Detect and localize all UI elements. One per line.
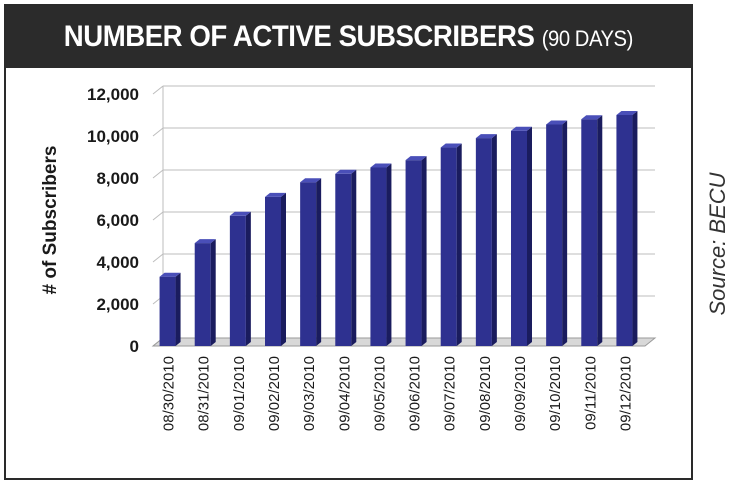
bar-top xyxy=(370,163,392,168)
bar xyxy=(616,115,633,346)
bar-top xyxy=(440,143,462,148)
chart-floor xyxy=(151,337,657,347)
bar xyxy=(159,276,176,346)
bar xyxy=(370,167,387,346)
bar-side xyxy=(491,134,497,346)
bar xyxy=(300,182,317,346)
chart-subtitle: (90 DAYS) xyxy=(541,26,634,51)
x-tick-label: 09/06/2010 xyxy=(407,356,424,431)
y-tick-label: 6,000 xyxy=(96,211,139,230)
bar-top xyxy=(265,192,286,197)
x-tick-label: 09/10/2010 xyxy=(547,356,564,431)
x-tick-label: 09/03/2010 xyxy=(301,356,318,431)
bar xyxy=(546,124,563,346)
chart-frame: NUMBER OF ACTIVE SUBSCRIBERS (90 DAYS) xyxy=(4,4,693,480)
x-tick-label: 09/01/2010 xyxy=(231,356,248,431)
gridline-depth xyxy=(152,127,164,137)
chart-title: NUMBER OF ACTIVE SUBSCRIBERS (90 DAYS) xyxy=(63,20,634,54)
bar xyxy=(335,173,352,346)
gridline-depth xyxy=(152,211,164,221)
bar-side xyxy=(456,143,462,346)
bar-side xyxy=(316,178,322,346)
bar-top xyxy=(475,134,497,139)
gridline-depth xyxy=(152,85,164,95)
bar-side xyxy=(245,211,251,346)
y-tick-label: 12,000 xyxy=(87,85,139,104)
x-tick-label: 08/30/2010 xyxy=(161,356,178,431)
bar-chart: 0 2,000 4,000 6,000 8,000 10,000 12,000 # of Su… xyxy=(40,85,657,431)
bar xyxy=(475,138,492,346)
title-bar: NUMBER OF ACTIVE SUBSCRIBERS (90 DAYS) xyxy=(6,6,691,68)
x-tick-label: 09/11/2010 xyxy=(582,356,599,430)
bar-side xyxy=(527,126,532,346)
bar-top xyxy=(300,178,322,183)
x-tick-label: 08/31/2010 xyxy=(196,356,213,431)
x-tick-label: 09/07/2010 xyxy=(442,356,459,431)
y-axis-title: # of Subscribers xyxy=(40,146,61,295)
y-tick-label: 8,000 xyxy=(96,169,139,188)
source-text: Source: BECU xyxy=(705,172,730,316)
bar-top xyxy=(511,126,532,131)
bar-side xyxy=(386,163,392,346)
bar xyxy=(194,243,211,346)
bar xyxy=(581,119,598,346)
x-tick-label: 09/09/2010 xyxy=(512,356,529,431)
bar-side xyxy=(632,111,638,346)
source-note: Source: BECU xyxy=(700,0,736,488)
bar-side xyxy=(351,169,357,346)
bar-top xyxy=(335,169,357,174)
bar-side xyxy=(281,192,286,346)
y-tick-label: 0 xyxy=(130,337,139,356)
x-tick-label: 09/02/2010 xyxy=(266,356,283,431)
x-tick-label: 09/08/2010 xyxy=(477,356,494,431)
bar-side xyxy=(597,115,603,346)
bar-top xyxy=(159,272,181,277)
bar-side xyxy=(421,156,427,346)
x-tick-label: 09/05/2010 xyxy=(371,356,388,431)
bar-top xyxy=(229,211,251,216)
chart-title-text: NUMBER OF ACTIVE SUBSCRIBERS xyxy=(63,20,535,53)
y-tick-label: 10,000 xyxy=(87,127,139,146)
bar-top xyxy=(546,120,568,125)
bar-side xyxy=(175,272,181,346)
bar-top xyxy=(405,156,427,161)
bar-top xyxy=(616,111,638,115)
bar xyxy=(265,196,281,346)
bar-top xyxy=(194,239,216,244)
bar xyxy=(440,147,457,346)
x-tick-label: 09/04/2010 xyxy=(336,356,353,431)
bar xyxy=(229,215,246,346)
bar-side xyxy=(562,120,568,346)
bar xyxy=(511,130,527,346)
y-tick-label: 4,000 xyxy=(96,253,139,272)
gridline-depth xyxy=(152,169,164,179)
bar-top xyxy=(581,115,603,120)
y-tick-label: 2,000 xyxy=(96,295,139,314)
bar xyxy=(405,160,422,346)
bar-side xyxy=(210,239,216,346)
x-tick-label: 09/12/2010 xyxy=(617,356,634,431)
gridline-depth xyxy=(152,253,164,263)
